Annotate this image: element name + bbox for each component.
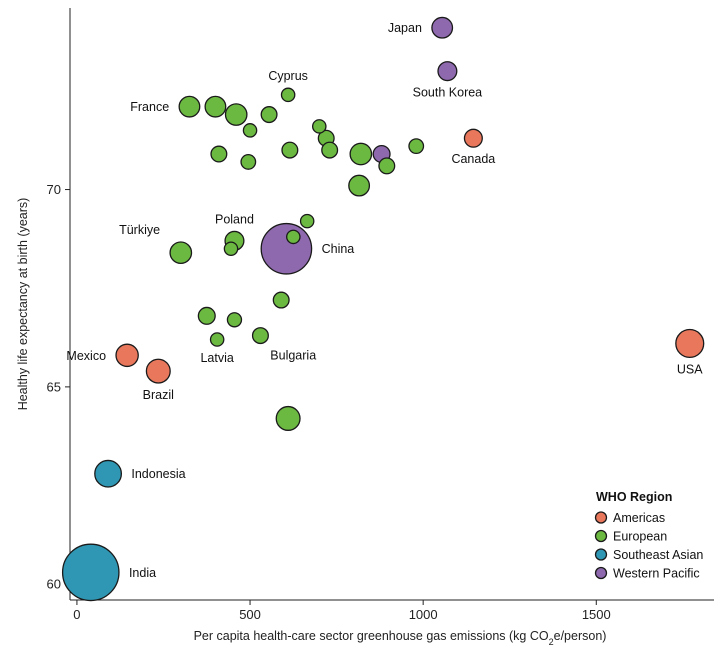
bubble-south-korea <box>437 61 458 82</box>
bubble-point <box>210 145 228 163</box>
legend-swatch-european <box>594 529 608 543</box>
bubble-china <box>260 222 313 275</box>
bubble-point <box>275 405 301 431</box>
bubble-point <box>204 95 227 118</box>
label-indonesia: Indonesia <box>131 467 185 481</box>
bubble-cyprus <box>280 87 296 103</box>
axes: 0 500 1000 1500 60 65 70 Per capita health-care… <box>16 8 714 647</box>
bubble-point <box>240 153 257 170</box>
bubble-point <box>281 141 299 159</box>
x-tick-label: 1500 <box>582 607 611 622</box>
y-tick-label: 70 <box>47 182 61 197</box>
bubble-bulgaria <box>251 327 269 345</box>
bubble-brazil <box>145 358 171 384</box>
bubble-indonesia <box>94 459 123 488</box>
label-france: France <box>130 100 169 114</box>
label-japan: Japan <box>388 21 422 35</box>
legend-swatch-americas <box>594 511 608 524</box>
label-south-korea: South Korea <box>413 86 483 100</box>
bubble-point <box>223 241 239 257</box>
bubbles <box>61 16 705 602</box>
label-t-rkiye: Türkiye <box>119 223 160 237</box>
bubble-mexico <box>115 343 139 368</box>
legend-swatch-western-pacific <box>594 566 608 580</box>
legend-label-western-pacific: Western Pacific <box>613 567 700 581</box>
label-latvia: Latvia <box>200 351 233 365</box>
label-bulgaria: Bulgaria <box>270 348 316 362</box>
bubble-point <box>260 106 278 124</box>
legend: WHO Region Americas European Southeast Asia… <box>594 490 703 581</box>
bubble-point <box>378 157 396 175</box>
x-tick-label: 1000 <box>409 607 438 622</box>
bubble-point <box>224 103 248 126</box>
x-tick-label: 500 <box>239 607 261 622</box>
bubble-point <box>286 229 301 245</box>
bubble-india <box>61 543 120 602</box>
bubble-japan <box>431 16 454 39</box>
bubble-point <box>349 142 373 166</box>
bubble-point <box>321 141 339 159</box>
label-poland: Poland <box>215 212 254 226</box>
bubble-canada <box>463 128 483 148</box>
x-tick-label: 0 <box>73 607 80 622</box>
legend-label-southeast-asian: Southeast Asian <box>613 548 703 562</box>
legend-title: WHO Region <box>596 490 672 504</box>
bubble-france <box>178 95 201 118</box>
bubble-latvia <box>209 332 225 347</box>
label-canada: Canada <box>451 152 495 166</box>
x-axis-title: Per capita health-care sector greenhouse… <box>194 629 607 647</box>
bubble-point <box>348 174 371 197</box>
label-india: India <box>129 566 156 580</box>
bubble-point <box>299 213 315 229</box>
bubble-point <box>242 123 258 138</box>
label-brazil: Brazil <box>143 388 174 402</box>
label-china: China <box>322 242 355 256</box>
y-axis-title: Healthy life expectancy at birth (years) <box>16 198 30 411</box>
legend-label-americas: Americas <box>613 511 665 525</box>
legend-label-european: European <box>613 530 667 544</box>
label-mexico: Mexico <box>66 349 106 363</box>
legend-swatch-southeast-asian <box>594 548 608 561</box>
y-tick-label: 65 <box>47 379 61 394</box>
bubble-point <box>272 291 290 309</box>
label-usa: USA <box>677 362 703 376</box>
bubble-point <box>226 312 243 328</box>
bubble-usa <box>675 328 705 359</box>
bubble-t-rkiye <box>169 241 193 265</box>
label-cyprus: Cyprus <box>268 69 308 83</box>
point-labels: Japan South Korea China Canada USA Mexico Braz… <box>66 21 703 580</box>
bubble-point <box>197 306 216 325</box>
y-tick-label: 60 <box>47 577 61 592</box>
bubble-point <box>311 119 327 134</box>
bubble-point <box>408 138 425 155</box>
